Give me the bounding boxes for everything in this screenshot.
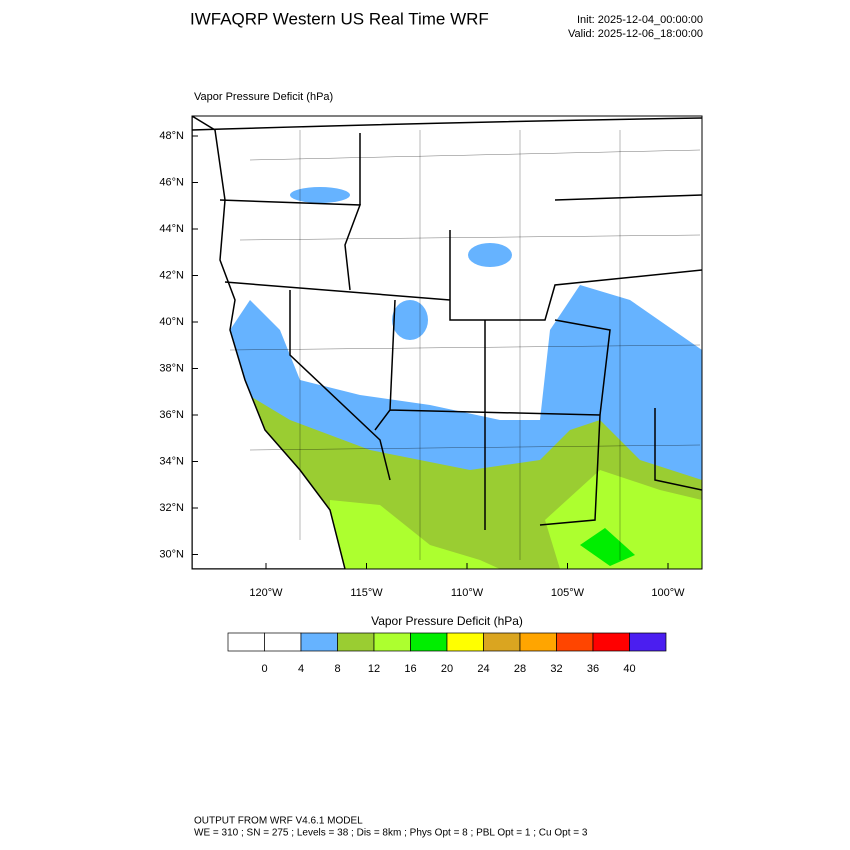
colorbar-label: 28 [514, 663, 526, 675]
valid-time: Valid: 2025-12-06_18:00:00 [568, 28, 703, 40]
colorbar-box [446, 632, 484, 652]
lon-label: 100°W [651, 587, 685, 599]
lon-labels: 120°W 115°W 110°W 105°W 100°W [249, 563, 685, 599]
field-label: Vapor Pressure Deficit (hPa) [194, 91, 333, 103]
colorbar-label: 20 [441, 663, 453, 675]
lat-label: 36°N [159, 409, 184, 421]
colorbar-label: 0 [261, 663, 267, 675]
colorbar-box [592, 632, 630, 652]
colorbar-label: 4 [298, 663, 304, 675]
lat-label: 30°N [159, 548, 184, 560]
lon-label: 115°W [350, 587, 383, 599]
title: IWFAQRP Western US Real Time WRF [190, 9, 489, 28]
lat-labels: 48°N 46°N 44°N 42°N 40°N 38°N 36°N 34°N 32°N 30°N [159, 130, 198, 560]
lat-label: 32°N [159, 502, 184, 514]
lat-label: 48°N [159, 130, 184, 142]
lat-label: 34°N [159, 455, 184, 467]
colorbar-box [519, 632, 557, 652]
lon-label: 120°W [249, 587, 283, 599]
map-frame [191, 115, 703, 570]
colorbar-title: Vapor Pressure Deficit (hPa) [371, 614, 523, 628]
lat-label: 44°N [159, 223, 184, 235]
footer-line: OUTPUT FROM WRF V4.6.1 MODEL [194, 816, 363, 827]
colorbar-box [410, 632, 448, 652]
lat-label: 42°N [159, 269, 184, 281]
colorbar-box [483, 632, 521, 652]
lat-label: 46°N [159, 176, 184, 188]
colorbar-box [337, 632, 375, 652]
colorbar-label: 8 [334, 663, 340, 675]
lat-label: 40°N [159, 316, 184, 328]
colorbar-box [629, 632, 667, 652]
colorbar-box [300, 632, 338, 652]
colorbar-box [556, 632, 594, 652]
lat-label: 38°N [159, 362, 184, 374]
lon-label: 105°W [551, 587, 585, 599]
colorbar-label: 36 [587, 663, 599, 675]
map [192, 116, 702, 569]
colorbar-label: 24 [477, 663, 489, 675]
colorbar-label: 32 [550, 663, 562, 675]
lon-label: 110°W [451, 587, 484, 599]
colorbar-label: 16 [404, 663, 416, 675]
colorbar-label: 40 [623, 663, 635, 675]
colorbar-box [227, 632, 265, 652]
colorbar-box [373, 632, 411, 652]
colorbar: 0 4 8 12 16 20 24 28 32 36 40 [227, 632, 667, 675]
footer-line: WE = 310 ; SN = 275 ; Levels = 38 ; Dis … [194, 828, 588, 839]
colorbar-box [264, 632, 302, 652]
init-time: Init: 2025-12-04_00:00:00 [577, 14, 703, 26]
colorbar-label: 12 [368, 663, 380, 675]
